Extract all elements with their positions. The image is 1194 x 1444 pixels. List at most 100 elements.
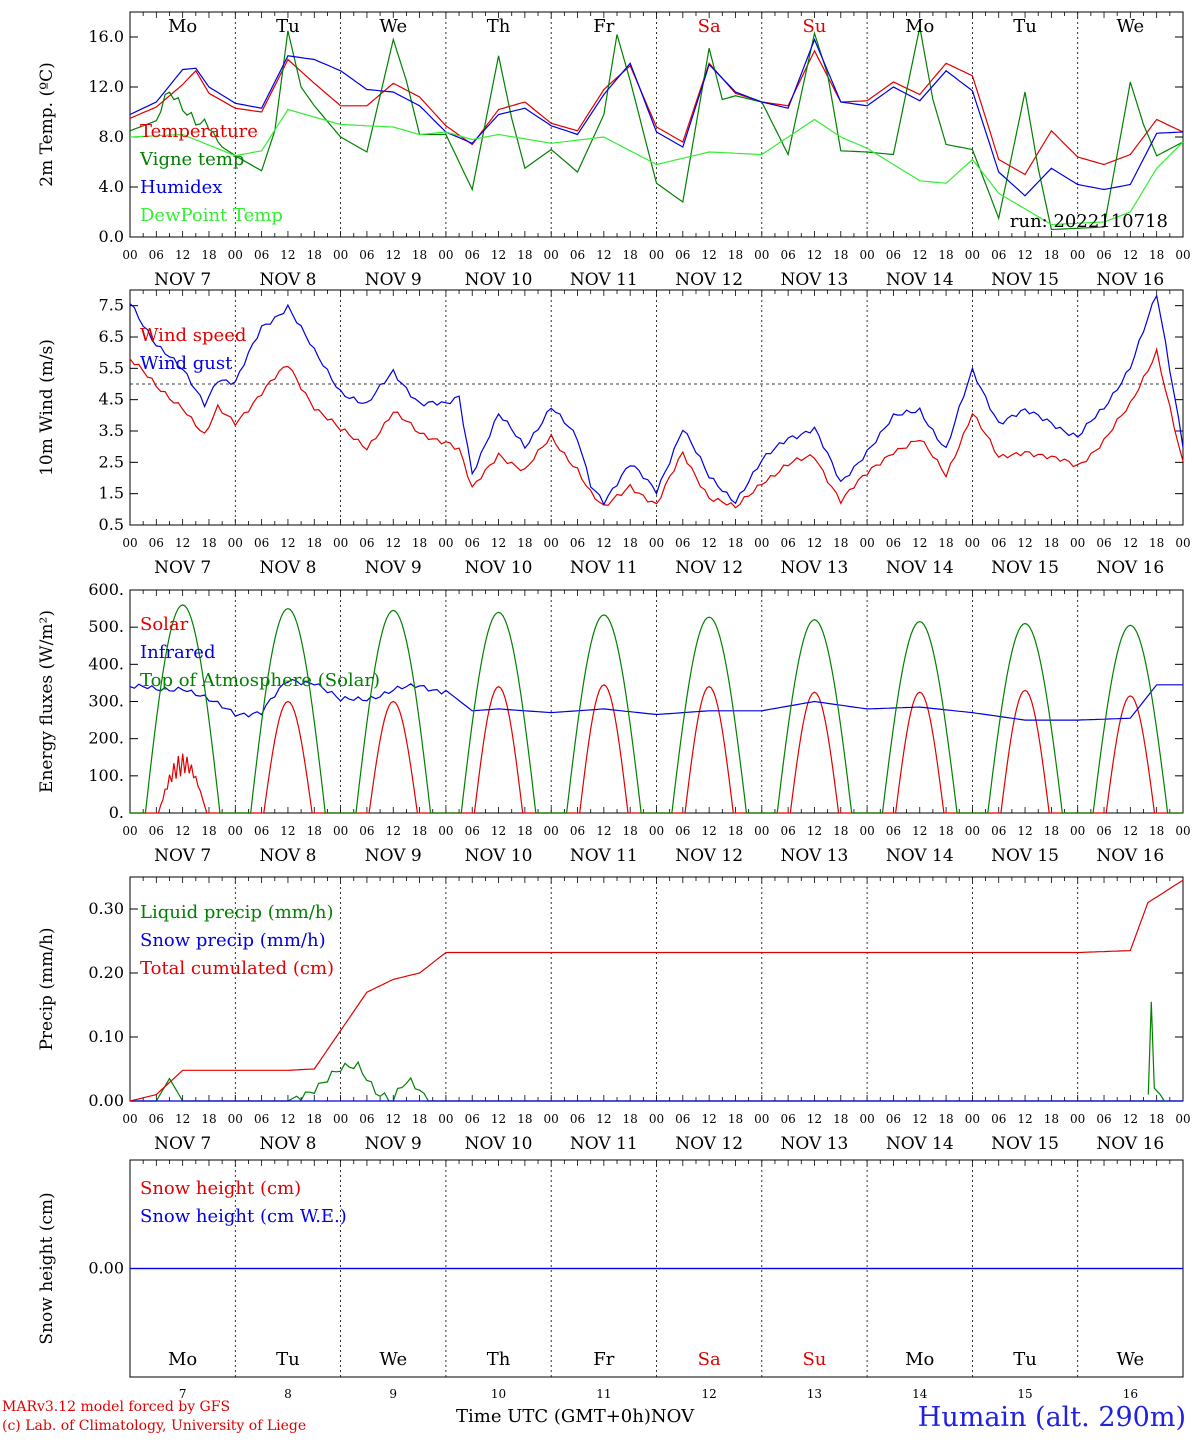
date-label: NOV 10 <box>465 558 533 578</box>
date-label: NOV 12 <box>675 558 743 578</box>
date-label: NOV 9 <box>365 270 422 290</box>
y-tick-label: 12.0 <box>88 77 124 96</box>
date-label: NOV 9 <box>365 1134 422 1154</box>
y-tick-label: 500. <box>88 617 124 636</box>
day-name-top: Su <box>802 16 826 37</box>
hour-tick-label: 00 <box>544 824 559 838</box>
hour-tick-label: 12 <box>912 1112 927 1126</box>
hour-tick-label: 18 <box>623 1112 638 1126</box>
hour-tick-label: 00 <box>1070 536 1085 550</box>
series-line-dewpoint-temp <box>129 108 1184 226</box>
date-label: NOV 16 <box>1096 846 1164 866</box>
hour-tick-label: 18 <box>517 824 532 838</box>
date-label: NOV 14 <box>886 270 954 290</box>
hour-tick-label: 06 <box>1096 536 1111 550</box>
day-number: 14 <box>912 1387 928 1401</box>
hour-tick-label: 12 <box>491 824 506 838</box>
model-line: MARv3.12 model forced by GFS <box>2 1399 231 1415</box>
hour-tick-label: 06 <box>1096 824 1111 838</box>
location-title: Humain (alt. 290m) <box>917 1402 1186 1433</box>
day-name-top: We <box>379 16 407 37</box>
day-number: 7 <box>179 1387 187 1401</box>
hour-tick-label: 00 <box>859 1112 874 1126</box>
legend-entry: Total cumulated (cm) <box>140 958 334 979</box>
legend-entry: Snow precip (mm/h) <box>140 930 326 951</box>
y-axis-label: Snow height (cm) <box>37 1192 57 1344</box>
y-tick-label: 4.5 <box>99 390 124 409</box>
hour-tick-label: 06 <box>780 824 795 838</box>
day-number: 16 <box>1123 1387 1138 1401</box>
hour-tick-label: 06 <box>359 1112 374 1126</box>
hour-tick-label: 18 <box>307 824 322 838</box>
legend-entry: Humidex <box>140 177 222 198</box>
hour-tick-label: 18 <box>307 536 322 550</box>
hour-tick-label: 12 <box>807 1112 822 1126</box>
date-label: NOV 14 <box>886 846 954 866</box>
date-label: NOV 16 <box>1096 558 1164 578</box>
y-tick-label: 0.5 <box>99 515 124 534</box>
hour-tick-label: 18 <box>307 1112 322 1126</box>
date-label: NOV 16 <box>1096 1134 1164 1154</box>
date-label: NOV 7 <box>154 1134 211 1154</box>
date-label: NOV 8 <box>259 270 316 290</box>
hour-tick-label: 00 <box>438 1112 453 1126</box>
run-label: run: 2022110718 <box>1010 211 1168 232</box>
date-label: NOV 13 <box>781 558 849 578</box>
hour-tick-label: 18 <box>307 248 322 262</box>
hour-tick-label: 18 <box>1044 824 1059 838</box>
date-label: NOV 12 <box>675 1134 743 1154</box>
date-label: NOV 15 <box>991 1134 1059 1154</box>
date-label: NOV 9 <box>365 846 422 866</box>
hour-tick-label: 00 <box>754 536 769 550</box>
hour-tick-label: 12 <box>807 824 822 838</box>
hour-tick-label: 00 <box>1175 1112 1190 1126</box>
hour-tick-label: 12 <box>596 248 611 262</box>
hour-tick-label: 18 <box>728 824 743 838</box>
series-line-infrared <box>129 678 1183 721</box>
date-label: NOV 7 <box>154 846 211 866</box>
date-label: NOV 11 <box>570 270 638 290</box>
series-line-vigne-temp <box>129 26 1184 231</box>
hour-tick-label: 18 <box>623 248 638 262</box>
day-number: 10 <box>491 1387 506 1401</box>
hour-tick-label: 18 <box>201 536 216 550</box>
hour-tick-label: 18 <box>833 248 848 262</box>
date-label: NOV 10 <box>465 846 533 866</box>
hour-tick-label: 06 <box>254 1112 269 1126</box>
hour-tick-label: 00 <box>122 536 137 550</box>
hour-tick-label: 06 <box>149 1112 164 1126</box>
month-label: NOV <box>650 1406 695 1427</box>
day-name-top: Fr <box>593 16 614 37</box>
hour-tick-label: 12 <box>280 536 295 550</box>
y-tick-label: 5.5 <box>99 358 124 377</box>
hour-tick-label: 18 <box>517 1112 532 1126</box>
date-label: NOV 13 <box>781 270 849 290</box>
hour-tick-label: 12 <box>280 824 295 838</box>
y-tick-label: 100. <box>88 766 124 785</box>
hour-tick-label: 06 <box>254 248 269 262</box>
series-line-wind-gust <box>129 294 1184 506</box>
hour-tick-label: 06 <box>465 248 480 262</box>
hour-tick-label: 12 <box>1123 536 1138 550</box>
day-name-bottom: Th <box>487 1349 511 1370</box>
y-tick-label: 600. <box>88 580 124 599</box>
hour-tick-label: 06 <box>359 824 374 838</box>
day-name-bottom: Mo <box>905 1349 934 1370</box>
y-tick-label: 0.20 <box>88 963 124 982</box>
y-tick-label: 0.30 <box>88 899 124 918</box>
day-name-top: Mo <box>168 16 197 37</box>
hour-tick-label: 00 <box>859 248 874 262</box>
hour-tick-label: 12 <box>702 536 717 550</box>
hour-tick-label: 18 <box>728 536 743 550</box>
day-number: 9 <box>389 1387 397 1401</box>
hour-tick-label: 06 <box>780 536 795 550</box>
date-label: NOV 7 <box>154 558 211 578</box>
hour-tick-label: 06 <box>570 824 585 838</box>
hour-tick-label: 12 <box>1017 1112 1032 1126</box>
day-name-bottom: Tu <box>276 1349 300 1370</box>
hour-tick-label: 12 <box>280 248 295 262</box>
hour-tick-label: 12 <box>1123 1112 1138 1126</box>
hour-tick-label: 00 <box>965 248 980 262</box>
series-line-total-cumulated-cm- <box>129 879 1184 1102</box>
lab-line: (c) Lab. of Climatology, University of L… <box>2 1418 307 1434</box>
